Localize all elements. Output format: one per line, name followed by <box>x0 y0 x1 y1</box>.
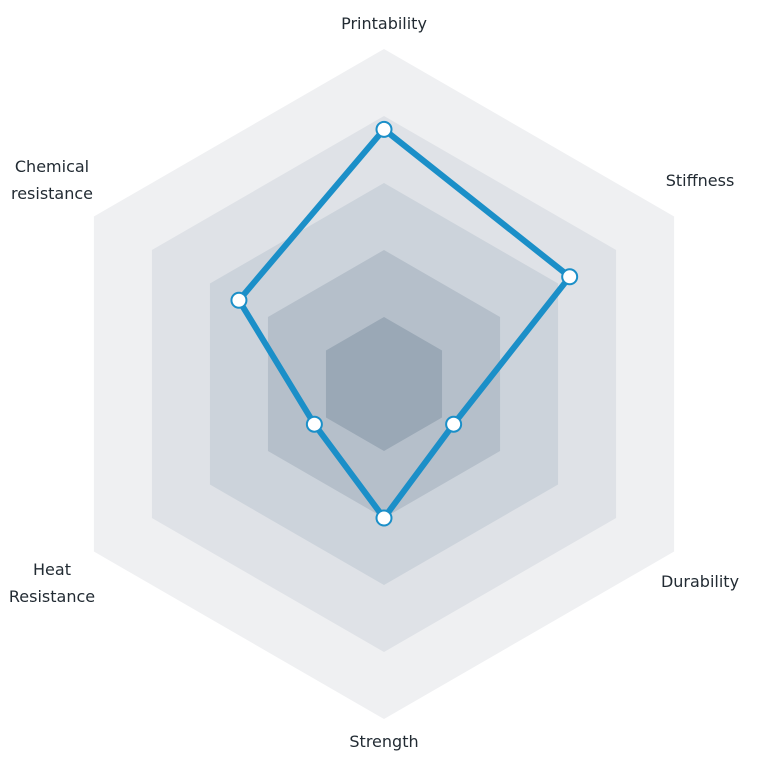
data-point-1 <box>561 268 579 286</box>
radar-ring-1 <box>325 317 443 451</box>
radar-points <box>230 120 579 527</box>
axis-label-printability: Printability <box>341 14 427 33</box>
axis-label-heat-resistance: Heat Resistance <box>8 560 96 606</box>
data-point-2 <box>445 415 463 433</box>
axis-label-strength: Strength <box>349 732 419 751</box>
axis-label-durability: Durability <box>660 572 740 591</box>
axis-label-stiffness: Stiffness <box>665 171 735 190</box>
data-point-4 <box>305 415 323 433</box>
data-point-0 <box>375 120 393 138</box>
axis-label-chemical-resistance: Chemical resistance <box>10 157 94 203</box>
radar-grid <box>93 49 675 719</box>
data-point-3 <box>375 509 393 527</box>
data-point-5 <box>230 291 248 309</box>
